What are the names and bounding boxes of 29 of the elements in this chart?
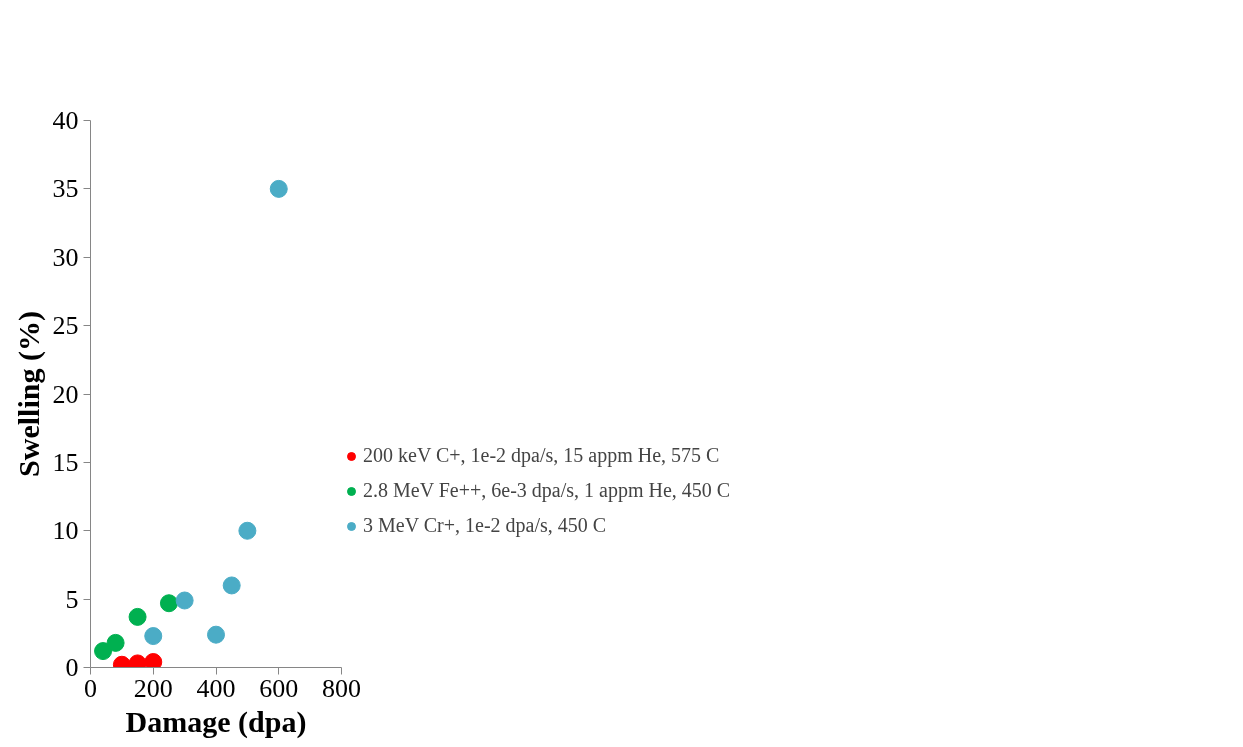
legend-label: 200 keV C+, 1e-2 dpa/s, 15 appm He, 575 C [363,444,720,467]
point [144,653,163,668]
y-tick-label: 10 [52,516,79,546]
point [269,179,288,198]
legend-label: 2.8 MeV Fe++, 6e-3 dpa/s, 1 appm He, 450 C [363,479,731,502]
x-axis-title: Damage (dpa) [125,704,307,739]
point [128,607,147,626]
y-tick-label: 20 [52,379,79,409]
x-tick-label: 800 [322,673,361,703]
point [159,594,178,613]
y-tick-label: 5 [65,584,79,614]
y-tick-label: 15 [52,447,79,477]
y-tick-label: 35 [52,174,79,204]
y-tick-label: 40 [52,106,79,135]
y-tick-label: 0 [65,653,79,682]
point [238,521,257,540]
x-tick-label: 400 [196,673,236,703]
y-tick-label: 30 [52,242,79,272]
y-tick-label: 25 [52,311,79,341]
x-tick-label: 600 [259,673,299,703]
point [94,642,113,661]
y-axis-title: Swelling (%) [11,311,46,477]
point [222,576,241,595]
x-tick-label: 200 [133,673,173,703]
legend-label: 3 MeV Cr+, 1e-2 dpa/s, 450 C [363,514,607,537]
point [106,633,125,652]
point [144,627,163,646]
point [175,591,194,610]
point [207,625,225,644]
